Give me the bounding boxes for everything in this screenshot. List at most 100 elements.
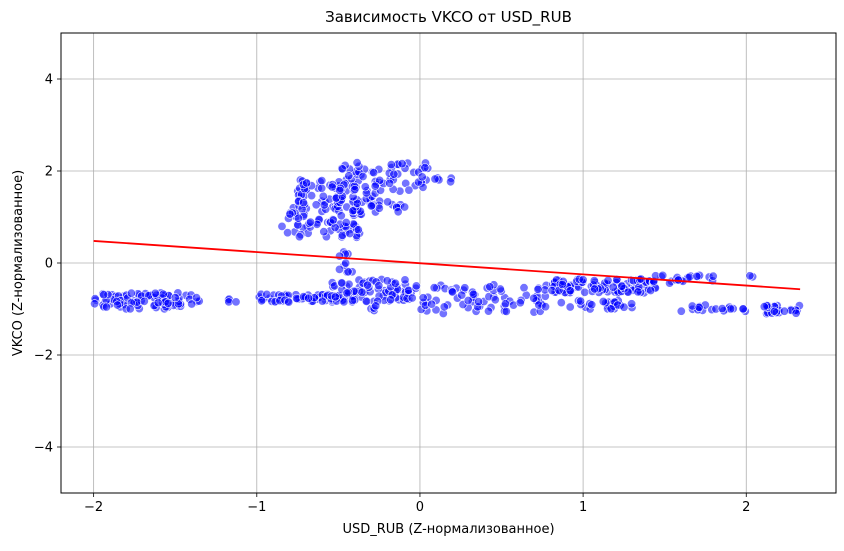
data-point <box>694 302 704 312</box>
x-tick-label: 2 <box>742 500 750 515</box>
data-point <box>317 296 327 306</box>
y-tick-label: 0 <box>45 257 53 272</box>
data-point <box>163 298 173 308</box>
data-point <box>587 300 597 310</box>
data-point <box>337 164 347 174</box>
data-point <box>298 198 308 208</box>
data-point <box>337 230 347 240</box>
data-point <box>348 206 358 216</box>
data-point <box>386 295 396 305</box>
data-point <box>170 293 180 303</box>
data-point <box>327 182 337 192</box>
data-point <box>400 202 410 212</box>
data-point <box>565 302 575 312</box>
data-point <box>474 297 484 307</box>
data-point <box>606 304 616 314</box>
data-point <box>158 289 168 299</box>
data-point <box>446 177 456 187</box>
data-point <box>495 284 505 294</box>
data-point <box>439 302 449 312</box>
data-point <box>371 301 381 311</box>
data-point <box>627 299 637 309</box>
axis-ticks: −2 −1 0 1 2 −4 −2 0 2 4 <box>34 73 751 516</box>
data-point <box>463 295 473 305</box>
data-point <box>341 258 351 268</box>
data-point <box>231 297 241 307</box>
data-point <box>358 172 368 182</box>
data-point <box>285 209 295 219</box>
x-tick-label: 0 <box>416 500 424 515</box>
data-point <box>357 287 367 297</box>
data-point <box>293 213 303 223</box>
data-point <box>113 300 123 310</box>
scatter-points <box>90 158 804 319</box>
data-point <box>362 280 372 290</box>
data-point <box>126 288 136 298</box>
data-point <box>99 290 109 300</box>
data-point <box>311 200 321 210</box>
data-point <box>283 228 293 238</box>
data-point <box>383 197 393 207</box>
data-point <box>345 229 355 239</box>
data-point <box>385 178 395 188</box>
data-point <box>344 171 354 181</box>
data-point <box>302 178 312 188</box>
data-point <box>407 293 417 303</box>
data-point <box>335 251 345 261</box>
data-point <box>565 286 575 296</box>
data-point <box>382 276 392 286</box>
data-point <box>318 191 328 201</box>
data-point <box>192 293 202 303</box>
data-point <box>374 281 384 291</box>
data-point <box>328 215 338 225</box>
data-point <box>390 278 400 288</box>
data-point <box>341 218 351 228</box>
data-point <box>590 284 600 294</box>
data-point <box>420 163 430 173</box>
data-point <box>277 221 287 231</box>
data-point <box>386 160 396 170</box>
data-point <box>307 191 317 201</box>
data-point <box>262 289 272 299</box>
data-point <box>417 172 427 182</box>
chart-title: Зависимость VKCO от USD_RUB <box>325 8 572 27</box>
data-point <box>501 306 511 316</box>
data-point <box>500 299 510 309</box>
data-point <box>519 283 529 293</box>
y-tick-label: −4 <box>34 441 53 456</box>
data-point <box>389 169 399 179</box>
data-point <box>317 183 327 193</box>
data-point <box>352 158 362 168</box>
x-tick-label: 1 <box>579 500 587 515</box>
data-point <box>90 299 100 309</box>
data-point <box>692 271 702 281</box>
data-point <box>619 302 629 312</box>
data-point <box>427 299 437 309</box>
data-point <box>430 174 440 184</box>
data-point <box>646 285 656 295</box>
data-point <box>304 293 314 303</box>
data-point <box>343 267 353 277</box>
data-point <box>608 282 618 292</box>
data-point <box>335 185 345 195</box>
data-point <box>759 302 769 312</box>
data-point <box>393 207 403 217</box>
y-axis-label: VKCO (Z-нормализованное) <box>11 170 26 356</box>
data-point <box>447 287 457 297</box>
y-tick-label: 4 <box>45 73 53 88</box>
data-point <box>633 287 643 297</box>
data-point <box>361 296 371 306</box>
data-point <box>598 296 608 306</box>
data-point <box>483 306 493 316</box>
data-point <box>429 283 439 293</box>
data-point <box>319 227 329 237</box>
data-point <box>623 287 633 297</box>
data-point <box>457 290 467 300</box>
data-point <box>403 285 413 295</box>
data-point <box>533 284 543 294</box>
data-point <box>411 281 421 291</box>
regression-line <box>93 240 801 291</box>
data-point <box>284 297 294 307</box>
